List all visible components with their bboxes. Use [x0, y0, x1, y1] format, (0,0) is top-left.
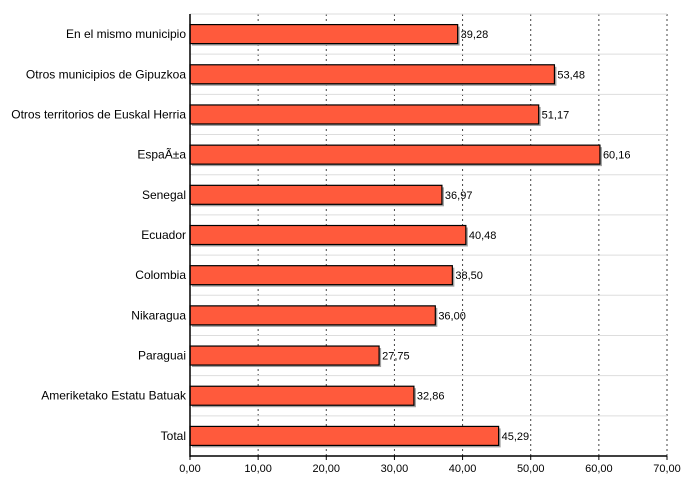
category-label: Total [161, 429, 186, 443]
category-label: Ecuador [141, 228, 186, 242]
data-label: 32,86 [417, 391, 445, 403]
category-label: Senegal [142, 188, 186, 202]
category-label: Nikaragua [131, 308, 186, 322]
bar [189, 385, 415, 406]
category-label: Paraguai [138, 349, 186, 363]
data-label: 60,16 [603, 150, 631, 162]
data-label: 27,75 [382, 351, 410, 363]
data-label: 51,17 [542, 109, 570, 121]
bar [189, 23, 459, 45]
data-label: 39,28 [461, 29, 489, 41]
x-tick-label: 70,00 [653, 463, 681, 475]
category-label: EspaÃ±a [137, 148, 186, 162]
data-label: 36,97 [445, 190, 473, 202]
bar [189, 425, 500, 447]
category-label: Otros municipios de Gipuzkoa [26, 67, 186, 81]
x-tick-label: 60,00 [585, 463, 613, 475]
category-label: Ameriketako Estatu Batuak [41, 389, 187, 403]
bar [189, 184, 443, 205]
bar [189, 345, 380, 366]
x-tick-label: 40,00 [449, 463, 477, 475]
bar [189, 144, 601, 165]
bars [189, 23, 602, 448]
labels: 39,28 En el mismo municipio 53,48 Otros mun… [11, 27, 681, 475]
x-tick-label: 30,00 [381, 463, 409, 475]
category-label: Colombia [135, 268, 186, 282]
bar [189, 305, 436, 326]
bar [189, 224, 467, 246]
x-tick-label: 10,00 [244, 463, 272, 475]
category-label: En el mismo municipio [66, 27, 186, 41]
x-tick-label: 20,00 [313, 463, 341, 475]
bar [189, 265, 453, 286]
data-label: 45,29 [502, 431, 530, 443]
axes [189, 14, 668, 460]
bar [189, 104, 540, 125]
data-label: 53,48 [557, 69, 585, 81]
bar [189, 64, 556, 85]
data-label: 36,00 [438, 310, 466, 322]
data-label: 40,48 [469, 230, 497, 242]
data-label: 38,50 [455, 270, 483, 282]
category-label: Otros territorios de Euskal Herria [11, 107, 186, 121]
x-tick-label: 50,00 [517, 463, 545, 475]
x-tick-label: 0,00 [179, 463, 200, 475]
